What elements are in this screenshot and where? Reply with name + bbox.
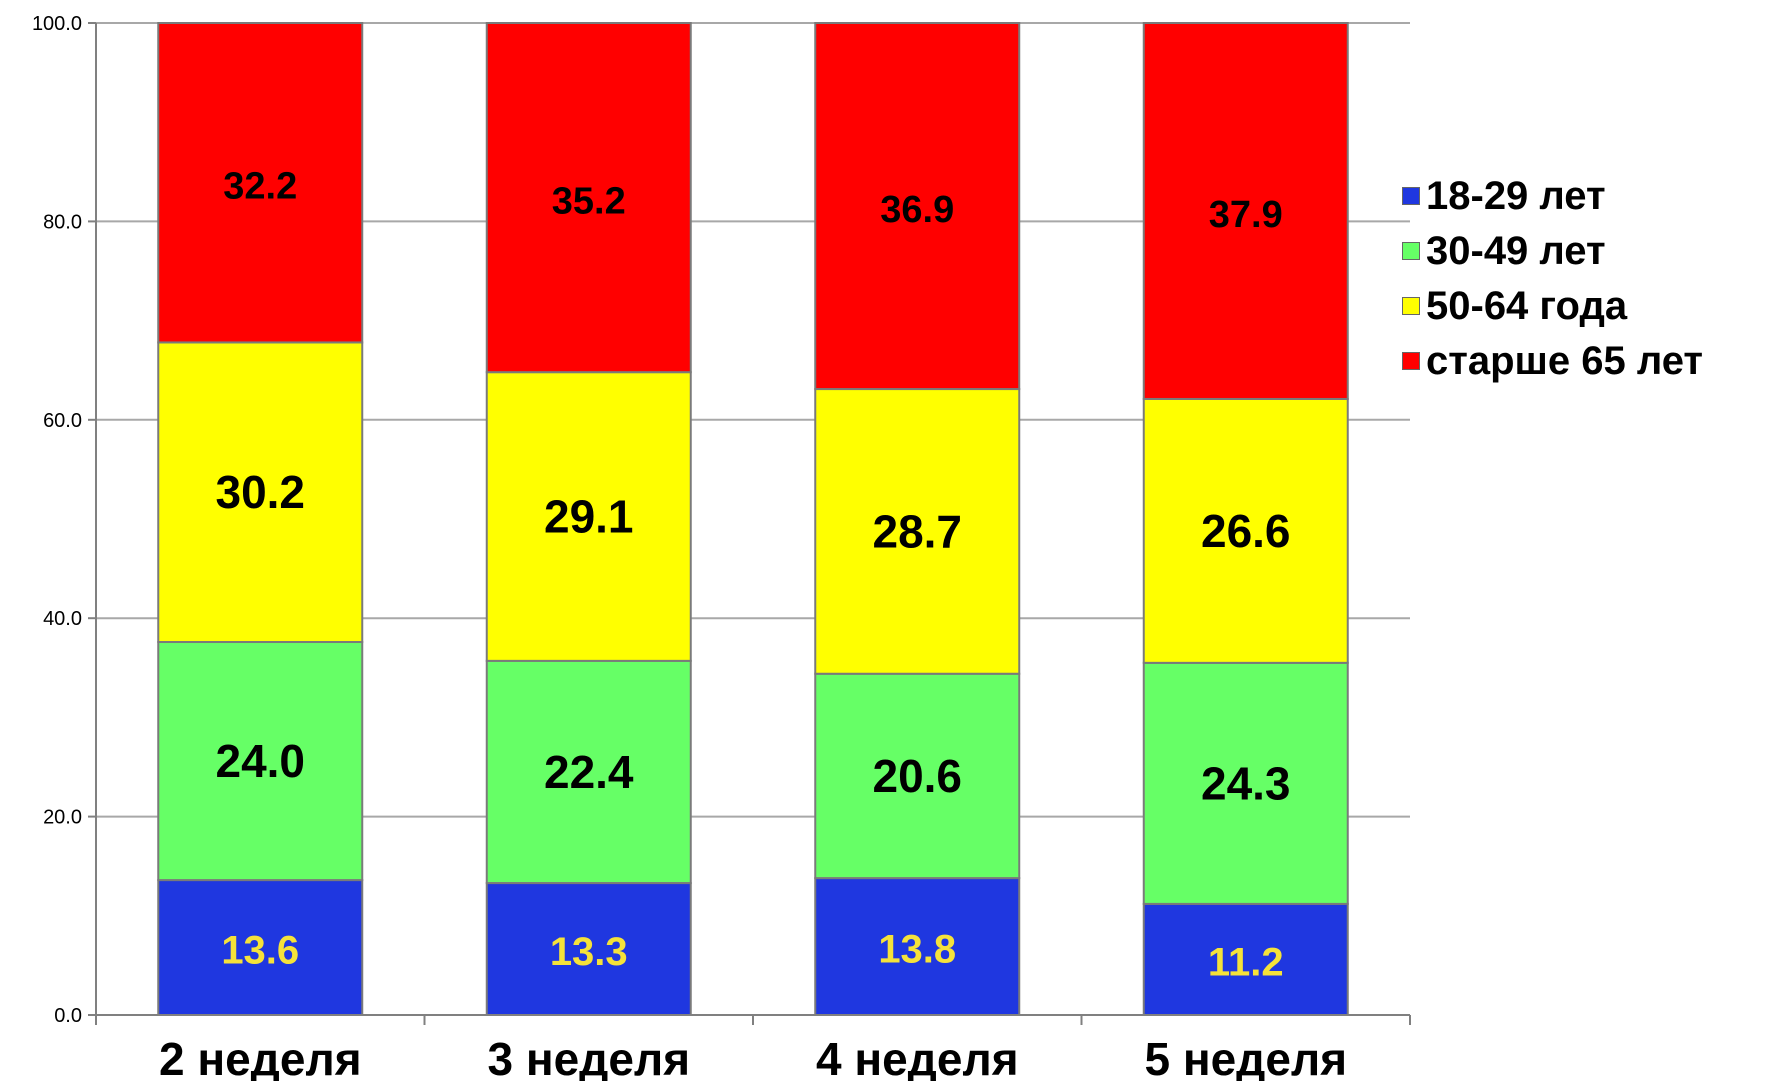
legend-item-65-plus: старше 65 лет <box>1402 333 1772 388</box>
x-tick-label: 2 неделя <box>159 1033 362 1081</box>
legend-swatch <box>1402 241 1420 260</box>
legend-item-18-29: 18-29 лет <box>1402 168 1772 223</box>
data-labels: 13.6 24.0 30.2 32.2 13.3 22.4 29.1 35.2 13.8 20.6… <box>215 166 1290 985</box>
x-tick-label: 5 неделя <box>1144 1033 1347 1081</box>
y-tick-label: 0.0 <box>54 1005 82 1027</box>
data-label: 13.8 <box>878 928 956 972</box>
data-label: 36.9 <box>880 189 954 231</box>
data-label: 24.3 <box>1201 757 1291 809</box>
legend: 18-29 лет 30-49 лет 50-64 года старше 65… <box>1402 168 1772 388</box>
bars <box>157 22 1349 1017</box>
legend-swatch <box>1402 186 1420 205</box>
bar-segment <box>485 22 692 374</box>
bar-segment <box>157 22 364 344</box>
legend-swatch <box>1402 351 1420 370</box>
legend-item-30-49: 30-49 лет <box>1402 223 1772 278</box>
bar-segment <box>485 371 692 662</box>
bar-segment <box>485 659 692 885</box>
bar-segment <box>1142 397 1349 664</box>
legend-label: 18-29 лет <box>1426 173 1606 218</box>
axes: 0.0 20.0 40.0 60.0 80.0 100.0 2 неделя 3 неделя… <box>32 13 1411 1085</box>
y-tick-label: 100.0 <box>32 13 82 35</box>
data-label: 26.6 <box>1201 505 1291 557</box>
data-label: 22.4 <box>544 746 634 798</box>
bar-segment <box>814 672 1021 880</box>
data-label: 13.3 <box>550 930 628 974</box>
y-tick-label: 60.0 <box>43 410 82 432</box>
data-label: 28.7 <box>872 505 962 557</box>
bar-segment <box>814 388 1021 675</box>
data-label: 11.2 <box>1208 940 1284 984</box>
data-label: 13.6 <box>221 929 299 973</box>
bar-segment <box>157 879 364 1017</box>
y-tick-label: 80.0 <box>43 211 82 233</box>
x-tick-label: 3 неделя <box>487 1033 690 1081</box>
legend-label: 50-64 года <box>1426 283 1628 328</box>
data-label: 20.6 <box>872 750 962 802</box>
data-label: 24.0 <box>215 735 305 787</box>
legend-swatch <box>1402 296 1420 315</box>
legend-label: 30-49 лет <box>1426 228 1606 273</box>
bar-segment <box>1142 661 1349 905</box>
data-label: 30.2 <box>215 466 305 518</box>
y-tick-label: 40.0 <box>43 608 82 630</box>
bar-segment <box>1142 22 1349 400</box>
data-label: 29.1 <box>544 491 634 543</box>
data-label: 37.9 <box>1209 194 1283 236</box>
legend-label: старше 65 лет <box>1426 338 1704 383</box>
y-tick-label: 20.0 <box>43 807 82 829</box>
bar-segment <box>157 641 364 882</box>
data-label: 32.2 <box>223 166 297 208</box>
data-label: 35.2 <box>552 181 626 223</box>
bar-segment <box>814 22 1021 391</box>
legend-item-50-64: 50-64 года <box>1402 278 1772 333</box>
x-tick-label: 4 неделя <box>816 1033 1019 1081</box>
